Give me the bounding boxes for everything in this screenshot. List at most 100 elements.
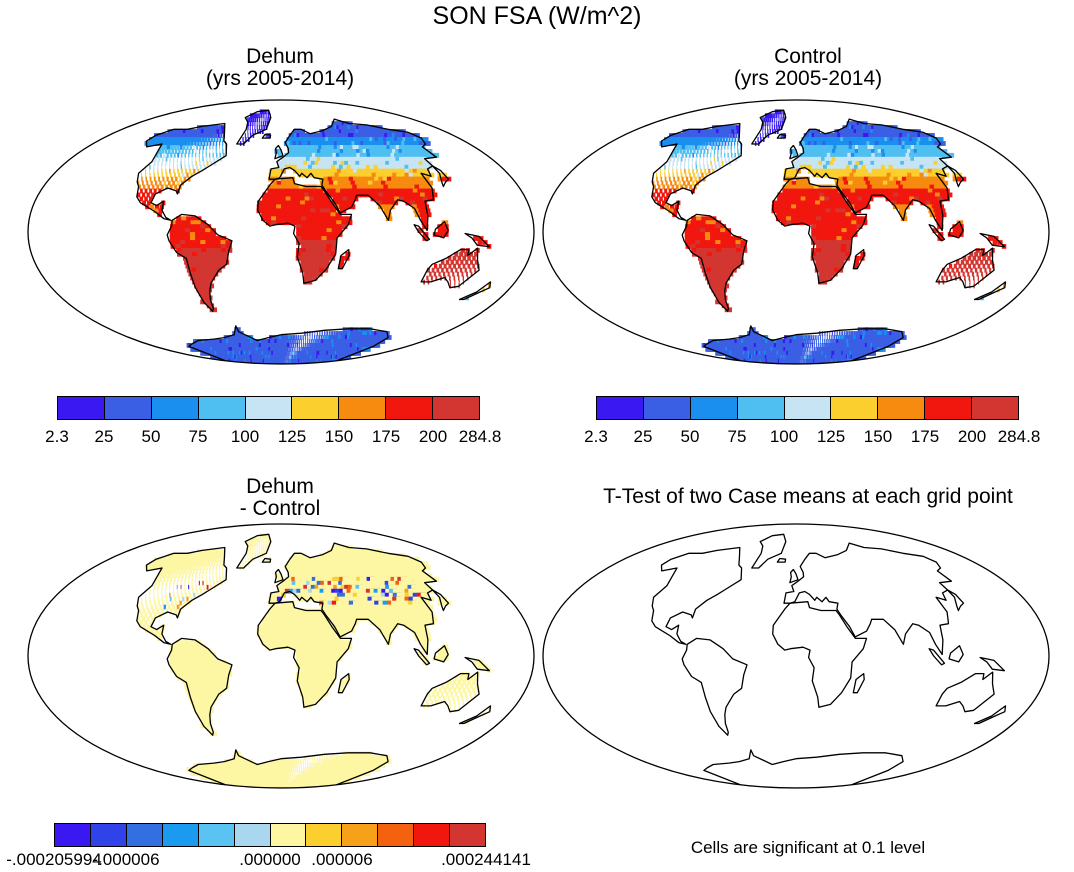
- colorbar-diff-tick-label: .000000: [239, 850, 300, 870]
- colorbar-diff-swatch-9: [378, 824, 414, 846]
- map-ttest-coast-greenland: [752, 534, 786, 568]
- map-control-coast-newzealand: [975, 282, 1006, 300]
- colorbar-dehum-tick-label: 150: [325, 427, 353, 447]
- colorbar-control-tick-label: 100: [770, 427, 798, 447]
- panel-title-control-line1: Control: [553, 46, 1063, 68]
- colorbar-diff-swatch-11: [450, 824, 485, 846]
- colorbar-diff-swatch-6: [271, 824, 307, 846]
- colorbar-diff-swatch-3: [163, 824, 199, 846]
- map-control-frame: [543, 100, 1049, 364]
- panel-title-dehum-line2: (yrs 2005-2014): [25, 68, 535, 90]
- colorbar-diff: [54, 823, 486, 847]
- colorbar-dehum-swatch-6: [339, 397, 386, 419]
- map-dehum-coast-japan: [433, 166, 449, 187]
- colorbar-control-tick-label: 75: [728, 427, 747, 447]
- panel-title-dehum: Dehum (yrs 2005-2014): [25, 46, 535, 90]
- panel-title-dehum-line1: Dehum: [25, 46, 535, 68]
- colorbar-dehum-tick-label: 100: [231, 427, 259, 447]
- colorbar-dehum-swatch-5: [292, 397, 339, 419]
- colorbar-dehum: [57, 396, 480, 420]
- colorbar-dehum-swatch-1: [105, 397, 152, 419]
- panel-title-control: Control (yrs 2005-2014): [553, 46, 1063, 90]
- colorbar-dehum-swatch-2: [152, 397, 199, 419]
- map-dehum-frame: [28, 100, 534, 364]
- map-control-coast-japan: [948, 166, 964, 187]
- map-ttest-coast-eurasia: [784, 543, 951, 654]
- colorbar-control-tick-label: 50: [681, 427, 700, 447]
- colorbar-control-swatch-0: [597, 397, 644, 419]
- colorbar-dehum-tick-label: 25: [95, 427, 114, 447]
- colorbar-control-tick-label: 125: [817, 427, 845, 447]
- colorbar-dehum-tick-label: 284.8: [459, 427, 502, 447]
- significance-note: Cells are significant at 0.1 level: [553, 838, 1063, 858]
- colorbar-control-swatch-1: [644, 397, 691, 419]
- colorbar-dehum-swatch-3: [199, 397, 246, 419]
- map-ttest-coast-uk: [790, 570, 798, 583]
- colorbar-dehum-tick-label: 125: [278, 427, 306, 447]
- map-ttest-coast-australia: [936, 672, 994, 712]
- map-diff: [26, 522, 536, 790]
- colorbar-dehum-tick-label: 50: [142, 427, 161, 447]
- map-control: [541, 98, 1051, 366]
- colorbar-control-swatch-4: [785, 397, 832, 419]
- map-ttest-frame: [543, 524, 1049, 788]
- colorbar-control-tick-label: 284.8: [998, 427, 1041, 447]
- panel-title-control-line2: (yrs 2005-2014): [553, 68, 1063, 90]
- colorbar-control-tick-label: 25: [634, 427, 653, 447]
- colorbar-dehum-swatch-7: [386, 397, 433, 419]
- colorbar-dehum-swatch-0: [58, 397, 105, 419]
- map-ttest-coast-iceland: [777, 559, 785, 563]
- colorbar-diff-swatch-5: [235, 824, 271, 846]
- colorbar-diff-tick-label: .000006: [311, 850, 372, 870]
- map-ttest-coast-borneo: [949, 646, 963, 662]
- colorbar-diff-tick-label: .000244141: [441, 850, 531, 870]
- map-ttest-coast-namerica: [652, 548, 742, 645]
- colorbar-diff-swatch-7: [306, 824, 342, 846]
- map-diff-frame: [28, 524, 534, 788]
- colorbar-control-swatch-2: [691, 397, 738, 419]
- map-ttest-coast-newzealand: [975, 706, 1006, 724]
- colorbar-control-tick-label: 200: [958, 427, 986, 447]
- figure-title: SON FSA (W/m^2): [0, 2, 1074, 31]
- colorbar-diff-swatch-2: [127, 824, 163, 846]
- colorbar-diff-swatch-4: [199, 824, 235, 846]
- colorbar-dehum-tick-label: 200: [419, 427, 447, 447]
- colorbar-dehum-tick-label: 175: [372, 427, 400, 447]
- colorbar-control: [596, 396, 1019, 420]
- colorbar-dehum-swatch-4: [246, 397, 293, 419]
- panel-title-ttest: T-Test of two Case means at each grid po…: [553, 486, 1063, 508]
- map-diff-coast-newzealand: [460, 706, 491, 724]
- colorbar-diff-swatch-0: [55, 824, 91, 846]
- colorbar-control-swatch-7: [925, 397, 972, 419]
- panel-title-diff-line1: Dehum: [25, 476, 535, 498]
- colorbar-diff-tick-label: -.000006: [92, 850, 159, 870]
- colorbar-diff-swatch-1: [91, 824, 127, 846]
- colorbar-control-swatch-3: [738, 397, 785, 419]
- colorbar-control-swatch-8: [972, 397, 1018, 419]
- colorbar-diff-swatch-8: [342, 824, 378, 846]
- map-ttest-coast-newguinea: [980, 658, 1004, 671]
- colorbar-control-swatch-5: [831, 397, 878, 419]
- map-ttest-coast-samerica: [682, 638, 747, 735]
- colorbar-diff-tick-label: -.000205994: [6, 850, 101, 870]
- colorbar-control-swatch-6: [878, 397, 925, 419]
- colorbar-dehum-tick-label: 75: [189, 427, 208, 447]
- map-ttest-coast-africa: [773, 602, 867, 708]
- map-ttest-coast-madagascar: [853, 674, 864, 693]
- colorbar-control-tick-label: 2.3: [584, 427, 608, 447]
- colorbar-diff-swatch-10: [414, 824, 450, 846]
- panel-title-diff-line2: - Control: [25, 498, 535, 520]
- map-ttest-coast-japan: [948, 590, 964, 611]
- colorbar-dehum-tick-label: 2.3: [45, 427, 69, 447]
- panel-title-diff: Dehum - Control: [25, 476, 535, 520]
- map-dehum: [26, 98, 536, 366]
- map-diff-coast-japan: [433, 590, 449, 611]
- map-dehum-coast-newzealand: [460, 282, 491, 300]
- colorbar-dehum-swatch-8: [433, 397, 479, 419]
- map-ttest-coastlines: [652, 534, 1006, 788]
- colorbar-control-tick-label: 150: [864, 427, 892, 447]
- colorbar-control-tick-label: 175: [911, 427, 939, 447]
- map-ttest: [541, 522, 1051, 790]
